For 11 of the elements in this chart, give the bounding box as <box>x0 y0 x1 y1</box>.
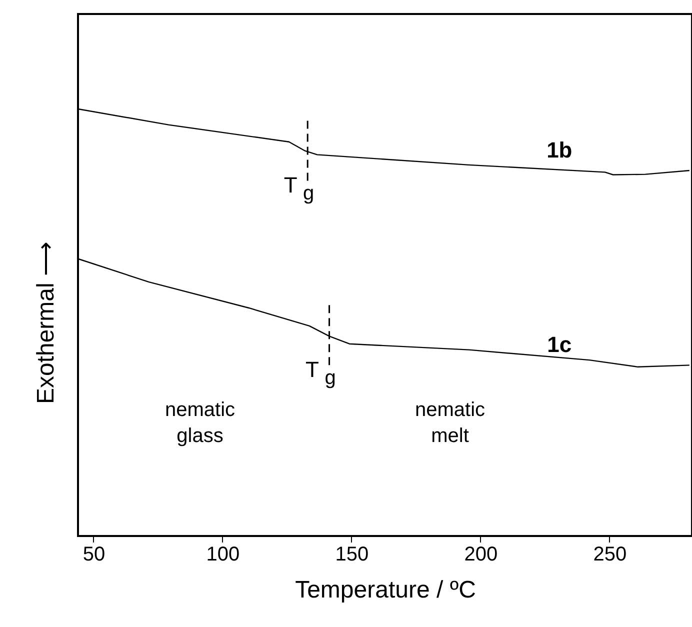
x-tick-label: 150 <box>335 544 369 566</box>
x-tick-label: 250 <box>593 544 627 566</box>
annotation: nematic glass <box>164 399 236 447</box>
annotation: nematic melt <box>414 399 486 447</box>
series-label: 1c <box>547 332 572 358</box>
x-tick-label: 100 <box>206 544 240 566</box>
series-label: 1b <box>546 137 572 162</box>
x-tick-label: 50 <box>82 544 106 566</box>
y-axis-title: Exothermal ⟶ <box>32 242 60 404</box>
x-axis-title: Temperature / ºC <box>295 576 476 604</box>
x-tick-label: 200 <box>464 544 498 566</box>
